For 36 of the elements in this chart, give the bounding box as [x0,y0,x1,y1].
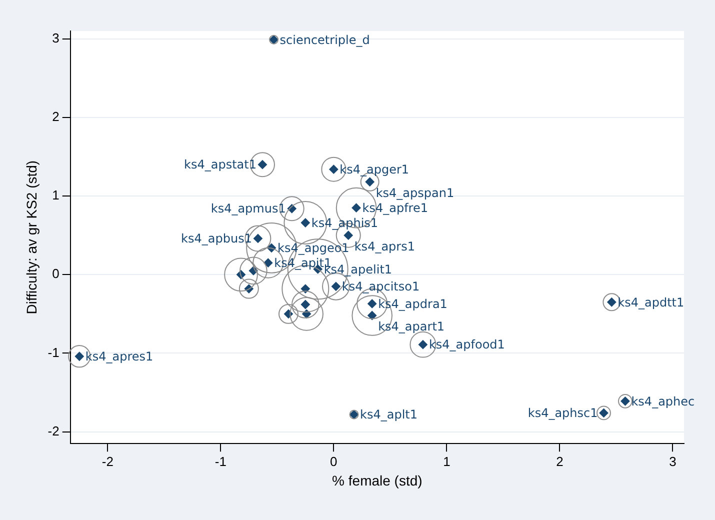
point [368,311,377,320]
x-tick-label: -2 [102,454,114,469]
data-label: ks4_apcitso1 [342,280,420,294]
data-label: ks4_apgeo1 [278,241,350,256]
data-label: ks4_aphis1 [311,216,378,230]
x-tick-label: -1 [214,454,226,469]
x-tick-label: 1 [443,454,450,469]
y-tick-label: -1 [48,344,60,360]
data-label: ks4_apfre1 [362,200,428,215]
y-tick-label: 0 [52,266,60,282]
x-tick-label: 2 [556,454,564,469]
x-tick-label: 3 [669,454,676,469]
x-axis-title: % female (std) [332,472,422,488]
data-label: ks4_aphsc1 [528,406,598,420]
y-axis-title: Difficulty: av gr KS2 (std) [23,160,40,314]
data-label: ks4_aphec [631,394,695,408]
x-tick-label: 0 [330,454,338,469]
y-tick-label: 3 [52,30,60,46]
y-tick-label: 1 [52,188,60,203]
data-label: sciencetriple_d [280,32,370,47]
data-label: ks4_apart1 [378,320,445,334]
data-label: ks4_apger1 [340,162,410,176]
data-label: ks4_aplt1 [360,408,418,422]
data-label: ks4_apres1 [85,349,154,364]
data-label: ks4_apspan1 [376,186,454,200]
point [300,218,310,228]
data-label: ks4_apbus1 [181,232,252,246]
data-label: ks4_aprs1 [354,239,416,254]
y-tick-label: -2 [48,423,60,438]
data-label: ks4_apfood1 [428,338,505,352]
data-label: ks4_apdra1 [378,296,448,311]
data-label: ks4_apstat1 [184,158,256,172]
data-label: ks4_apmus1 [210,202,286,216]
data-label: ks4_apdtt1 [618,295,684,310]
point [352,203,361,212]
y-tick-label: 2 [52,109,60,124]
